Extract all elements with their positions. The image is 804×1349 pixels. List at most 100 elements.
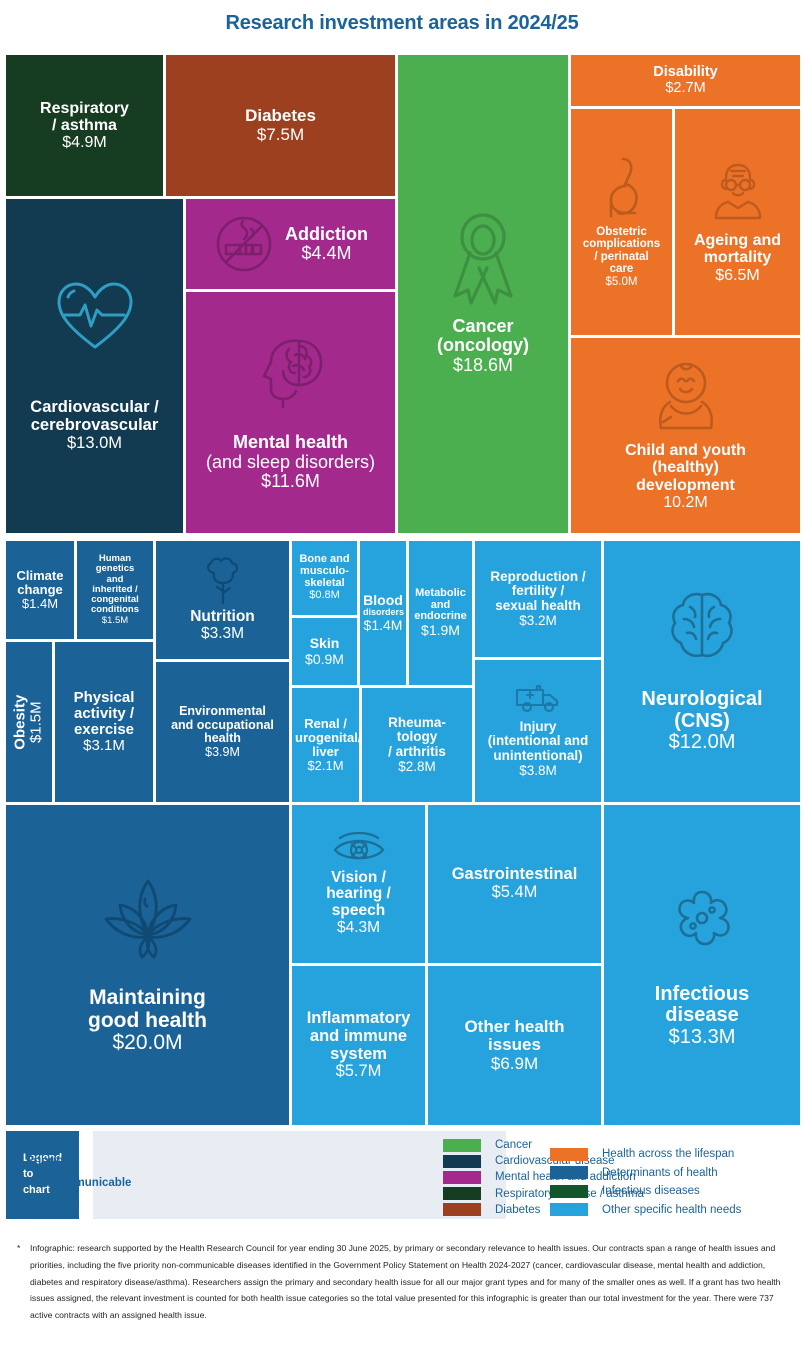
legend-swatch-cancer [443, 1138, 481, 1152]
tile-amount: $6.5M [715, 266, 760, 284]
tile-label: Renal / urogenital/liver [295, 715, 359, 759]
treemap-tile-obesity[interactable]: Obesity $1.5M [6, 642, 52, 802]
legend-item[interactable]: Diabetes [443, 1202, 644, 1218]
legend-swatch-other-needs [550, 1203, 588, 1217]
treemap-tile-inflammatory[interactable]: Inflammatory and immune system $5.7M [292, 966, 425, 1125]
tile-amount: $12.0M [668, 731, 736, 754]
treemap-tile-cancer[interactable]: Cancer (oncology) $18.6M [398, 55, 568, 533]
tile-label: Obstetric complications / perinatal care [582, 225, 661, 276]
tile-label: Rheuma-tology / arthritis [388, 714, 446, 759]
tile-label: Disability [653, 63, 718, 80]
footnote-marker: * [17, 1243, 21, 1253]
tile-label: Environmental and occupational health [171, 704, 274, 745]
tile-amount: $4.9M [62, 134, 107, 152]
tile-label: Cancer (oncology) [437, 315, 529, 356]
tile-label: Physical activity / exercise [73, 688, 135, 738]
treemap-tile-addiction[interactable]: Addiction $4.4M [186, 199, 395, 289]
legend-swatch-lifespan [550, 1147, 588, 1161]
treemap-tile-respiratory[interactable]: Respiratory / asthma $4.9M [6, 55, 163, 196]
treemap-tile-child-youth[interactable]: Child and youth (healthy) development 10.2… [571, 338, 800, 533]
treemap-tile-climate-change[interactable]: Climate change $1.4M [6, 541, 74, 639]
brain-icon [665, 589, 739, 667]
treemap-tile-gastrointestinal[interactable]: Gastrointestinal $5.4M [428, 805, 601, 963]
treemap-tile-diabetes[interactable]: Diabetes $7.5M [166, 55, 395, 196]
treemap-tile-injury[interactable]: Injury (intentional and unintentional) $3.… [475, 660, 601, 802]
tile-sub: (and sleep disorders) [205, 451, 376, 472]
treemap-tile-reproduction[interactable]: Reproduction / fertility / sexual health $… [475, 541, 601, 657]
eye-icon [332, 831, 386, 864]
tile-amount: $3.1M [83, 737, 125, 755]
legend-swatch-determinants [550, 1166, 588, 1180]
treemap-tile-vision-hearing[interactable]: Vision / hearing / speech $4.3M [292, 805, 425, 963]
ribbon-icon [446, 213, 520, 309]
treemap-tile-metabolic[interactable]: Metabolic and endocrine $1.9M [409, 541, 472, 685]
tile-amount: $7.5M [256, 124, 305, 144]
lotus-icon [94, 875, 202, 963]
tile-amount: $3.2M [519, 612, 557, 628]
tile-label: Addiction [285, 223, 368, 244]
treemap-tile-skin[interactable]: Skin $0.9M [292, 618, 357, 685]
treemap-tile-physical-activity[interactable]: Physical activity / exercise $3.1M [55, 642, 153, 802]
tile-label: Maintaining good health [88, 985, 207, 1032]
elderly-person-icon [707, 160, 769, 222]
tile-amount: $11.6M [261, 471, 320, 492]
treemap-tile-environmental[interactable]: Environmental and occupational health $3.9… [156, 662, 289, 802]
tile-amount: $0.8M [309, 588, 340, 601]
tile-label: Respiratory / asthma [40, 99, 129, 134]
treemap-tile-maintaining-good-health[interactable]: Maintaining good health $20.0M [6, 805, 289, 1125]
tile-amount: $20.0M [112, 1031, 183, 1055]
treemap-tile-neurological[interactable]: Neurological (CNS) $12.0M [604, 541, 800, 802]
legend-item[interactable]: Health across the lifespan [550, 1145, 741, 1164]
tile-label: Nutrition [190, 608, 255, 626]
legend-swatch-infectious [550, 1184, 588, 1198]
treemap-tile-bone-musculoskeletal[interactable]: Bone and musculo-skeletal $0.8M [292, 541, 357, 615]
treemap-tile-cardiovascular[interactable]: Cardiovascular / cerebrovascular $13.0M [6, 199, 183, 533]
legend-priority-panel [93, 1131, 506, 1219]
legend-swatch-respiratory [443, 1187, 481, 1201]
pregnancy-icon [601, 156, 643, 218]
treemap-tile-nutrition[interactable]: Nutrition $3.3M [156, 541, 289, 659]
treemap-tile-infectious-disease[interactable]: Infectious disease $13.3M [604, 805, 800, 1125]
legend-label: Cancer [495, 1139, 533, 1152]
footnote: * Infographic: research supported by the… [17, 1240, 782, 1324]
tile-label: Blood [363, 592, 403, 609]
tile-amount: $4.4M [301, 243, 352, 263]
tile-amount: $2.1M [307, 758, 344, 774]
legend-item[interactable]: Other specific health needs [550, 1201, 741, 1220]
legend-item[interactable]: Cancer [443, 1137, 644, 1153]
tile-label: Diabetes [245, 106, 316, 126]
treemap-tile-ageing[interactable]: Ageing and mortality $6.5M [675, 109, 800, 335]
tile-label: Infectious disease [654, 982, 750, 1027]
tile-amount: $5.0M [605, 275, 638, 288]
ambulance-icon [515, 684, 561, 714]
treemap-tile-disability[interactable]: Disability $2.7M [571, 55, 800, 106]
treemap-tile-obstetric[interactable]: Obstetric complications / perinatal care $5… [571, 109, 672, 335]
legend-label: Diabetes [495, 1203, 541, 1216]
treemap-tile-blood-disorders[interactable]: Blood disorders $1.4M [360, 541, 406, 685]
tile-amount: 10.2M [663, 493, 708, 511]
tile-amount: $1.4M [21, 596, 59, 612]
tile-amount: $6.9M [490, 1053, 539, 1073]
tile-label: Child and youth (healthy) development [625, 441, 746, 494]
tile-label: Injury (intentional and unintentional) [487, 718, 589, 763]
tile-label: Vision / hearing / speech [326, 868, 391, 919]
tile-amount: $18.6M [452, 354, 514, 375]
legend-priority-heading: Priority non-communicable diseases: [26, 1155, 132, 1211]
footnote-text: Infographic: research supported by the H… [30, 1243, 781, 1320]
legend-label: Determinants of health [602, 1166, 718, 1179]
treemap-tile-other-health-issues[interactable]: Other health issues $6.9M [428, 966, 601, 1125]
tile-label: Neurological (CNS) [641, 688, 763, 732]
tile-amount: $1.4M [363, 616, 403, 633]
treemap-tile-rheumatology[interactable]: Rheuma-tology / arthritis $2.8M [362, 688, 472, 802]
treemap-tile-mental-health[interactable]: Mental health (and sleep disorders) $11.… [186, 292, 395, 533]
no-smoking-icon [213, 213, 275, 275]
legend-item[interactable]: Infectious diseases [550, 1182, 741, 1201]
tile-amount: $4.3M [336, 918, 381, 936]
tile-label: Mental health [232, 432, 348, 453]
treemap-tile-human-genetics[interactable]: Human genetics and inherited / congenital con… [77, 541, 153, 639]
treemap-tile-renal[interactable]: Renal / urogenital/liver $2.1M [292, 688, 359, 802]
legend-item[interactable]: Determinants of health [550, 1164, 741, 1183]
tile-label: Inflammatory and immune system [306, 1008, 411, 1063]
legend-swatch-diabetes [443, 1203, 481, 1217]
